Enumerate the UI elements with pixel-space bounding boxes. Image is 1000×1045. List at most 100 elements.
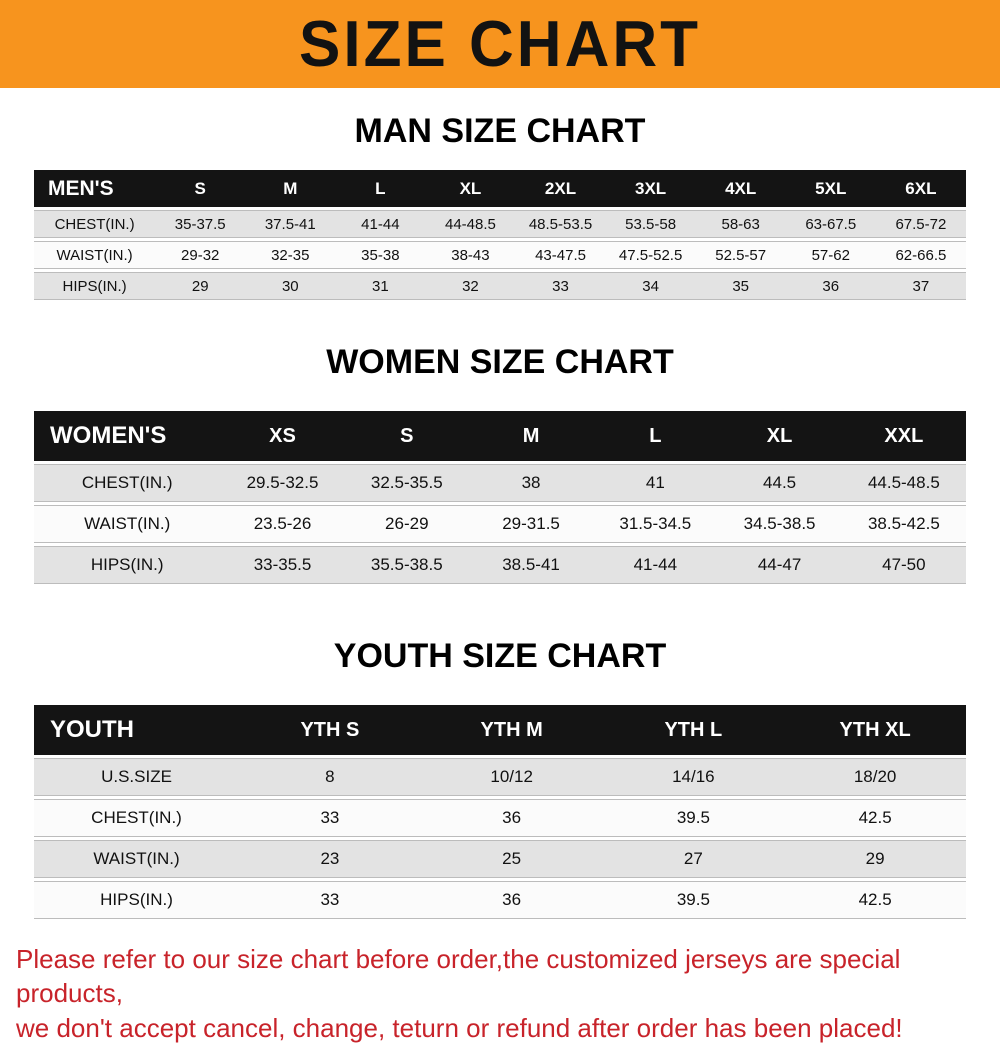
mens-table-container: MEN'S S M L XL 2XL 3XL 4XL 5XL 6XL CHEST(IN.) 35-37…: [34, 167, 966, 303]
table-header-row: YOUTH YTH S YTH M YTH L YTH XL: [34, 705, 966, 755]
size-value-cell: 23: [239, 840, 421, 878]
size-value-cell: 35: [695, 272, 786, 300]
size-value-cell: 32: [425, 272, 516, 300]
size-column-header: YTH L: [602, 705, 785, 755]
size-value-cell: 47-50: [841, 546, 966, 584]
size-value-cell: 44-48.5: [425, 210, 516, 238]
size-value-cell: 29-32: [155, 241, 246, 269]
order-policy-note: Please refer to our size chart before or…: [0, 942, 1000, 1045]
size-value-cell: 37: [875, 272, 966, 300]
measurement-row-label: CHEST(IN.): [34, 464, 221, 502]
size-column-header: M: [468, 411, 594, 461]
size-column-header: 4XL: [695, 170, 786, 207]
size-value-cell: 10/12: [420, 758, 603, 796]
man-size-chart-section: MAN SIZE CHART MEN'S S M L XL 2XL 3XL 4XL 5XL 6XL…: [0, 112, 1000, 303]
size-column-header: 2XL: [515, 170, 606, 207]
women-section-heading: WOMEN SIZE CHART: [326, 343, 674, 381]
table-title-label: YOUTH: [34, 705, 240, 755]
size-value-cell: 52.5-57: [695, 241, 786, 269]
size-value-cell: 37.5-41: [245, 210, 336, 238]
measurement-row-label: HIPS(IN.): [34, 546, 221, 584]
size-value-cell: 41-44: [593, 546, 718, 584]
size-value-cell: 44.5-48.5: [841, 464, 966, 502]
measurement-row: WAIST(IN.) 23 25 27 29: [34, 840, 966, 878]
measurement-row: CHEST(IN.) 33 36 39.5 42.5: [34, 799, 966, 837]
measurement-row-label: CHEST(IN.): [34, 210, 156, 238]
youth-section-heading: YOUTH SIZE CHART: [333, 637, 667, 675]
size-column-header: YTH S: [239, 705, 421, 755]
size-value-cell: 30: [245, 272, 336, 300]
size-column-header: XL: [717, 411, 842, 461]
size-value-cell: 38: [468, 464, 594, 502]
measurement-row: CHEST(IN.) 29.5-32.5 32.5-35.5 38 41 44.5 44.5…: [34, 464, 966, 502]
size-value-cell: 34: [605, 272, 696, 300]
table-header-row: WOMEN'S XS S M L XL XXL: [34, 411, 966, 461]
size-value-cell: 48.5-53.5: [515, 210, 606, 238]
size-column-header: YTH XL: [784, 705, 966, 755]
size-value-cell: 32.5-35.5: [344, 464, 469, 502]
size-value-cell: 36: [785, 272, 876, 300]
size-chart-banner: SIZE CHART: [0, 0, 1000, 88]
size-value-cell: 39.5: [602, 799, 785, 837]
measurement-row: HIPS(IN.) 29 30 31 32 33 34 35 36 37: [34, 272, 966, 300]
size-column-header: XL: [425, 170, 516, 207]
table-title-label: MEN'S: [34, 170, 156, 207]
size-value-cell: 26-29: [344, 505, 469, 543]
size-value-cell: 14/16: [602, 758, 785, 796]
size-value-cell: 27: [602, 840, 785, 878]
size-value-cell: 25: [420, 840, 603, 878]
size-value-cell: 36: [420, 881, 603, 919]
size-value-cell: 42.5: [784, 881, 966, 919]
size-value-cell: 29.5-32.5: [220, 464, 345, 502]
youth-table-container: YOUTH YTH S YTH M YTH L YTH XL U.S.SIZE 8 10/12…: [34, 702, 966, 922]
size-column-header: 3XL: [605, 170, 696, 207]
size-column-header: L: [335, 170, 426, 207]
measurement-row-label: WAIST(IN.): [34, 840, 240, 878]
size-value-cell: 39.5: [602, 881, 785, 919]
size-column-header: XXL: [841, 411, 966, 461]
measurement-row-label: HIPS(IN.): [34, 272, 156, 300]
size-value-cell: 31.5-34.5: [593, 505, 718, 543]
size-value-cell: 67.5-72: [875, 210, 966, 238]
size-value-cell: 29: [155, 272, 246, 300]
size-value-cell: 57-62: [785, 241, 876, 269]
size-column-header: YTH M: [420, 705, 603, 755]
size-column-header: S: [344, 411, 469, 461]
womens-table-container: WOMEN'S XS S M L XL XXL CHEST(IN.) 29.5-32.5 32.5…: [34, 408, 966, 587]
size-value-cell: 38.5-42.5: [841, 505, 966, 543]
size-value-cell: 38-43: [425, 241, 516, 269]
size-value-cell: 31: [335, 272, 426, 300]
measurement-row: WAIST(IN.) 29-32 32-35 35-38 38-43 43-47.5 47.…: [34, 241, 966, 269]
size-value-cell: 23.5-26: [220, 505, 345, 543]
size-value-cell: 41-44: [335, 210, 426, 238]
women-size-chart-section: WOMEN SIZE CHART WOMEN'S XS S M L XL XXL CHEST(…: [0, 343, 1000, 587]
size-value-cell: 33: [239, 881, 421, 919]
youth-size-chart-section: YOUTH SIZE CHART YOUTH YTH S YTH M YTH L YTH…: [0, 637, 1000, 922]
size-value-cell: 32-35: [245, 241, 336, 269]
size-value-cell: 34.5-38.5: [717, 505, 842, 543]
measurement-row: HIPS(IN.) 33-35.5 35.5-38.5 38.5-41 41-44 44-…: [34, 546, 966, 584]
size-value-cell: 58-63: [695, 210, 786, 238]
mens-size-table: MEN'S S M L XL 2XL 3XL 4XL 5XL 6XL CHEST(IN.) 35-37…: [34, 167, 966, 303]
size-value-cell: 44-47: [717, 546, 842, 584]
measurement-row-label: HIPS(IN.): [34, 881, 240, 919]
size-value-cell: 33: [515, 272, 606, 300]
size-value-cell: 44.5: [717, 464, 842, 502]
youth-size-table: YOUTH YTH S YTH M YTH L YTH XL U.S.SIZE 8 10/12…: [34, 702, 966, 922]
size-column-header: 5XL: [785, 170, 876, 207]
size-column-header: L: [593, 411, 718, 461]
womens-size-table: WOMEN'S XS S M L XL XXL CHEST(IN.) 29.5-32.5 32.5…: [34, 408, 966, 587]
measurement-row-label: U.S.SIZE: [34, 758, 240, 796]
man-section-heading: MAN SIZE CHART: [354, 112, 646, 150]
banner-title: SIZE CHART: [299, 7, 701, 81]
table-title-label: WOMEN'S: [34, 411, 221, 461]
measurement-row: HIPS(IN.) 33 36 39.5 42.5: [34, 881, 966, 919]
order-policy-line-2: we don't accept cancel, change, teturn o…: [16, 1012, 903, 1043]
size-value-cell: 41: [593, 464, 718, 502]
size-value-cell: 29: [784, 840, 966, 878]
size-value-cell: 62-66.5: [875, 241, 966, 269]
size-value-cell: 36: [420, 799, 603, 837]
size-value-cell: 29-31.5: [468, 505, 594, 543]
size-column-header: S: [155, 170, 246, 207]
size-value-cell: 18/20: [784, 758, 966, 796]
